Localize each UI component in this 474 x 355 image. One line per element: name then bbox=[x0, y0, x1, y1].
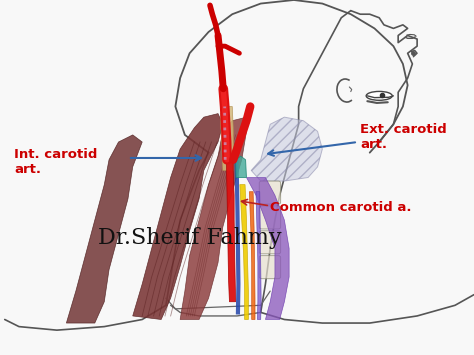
Polygon shape bbox=[180, 117, 246, 320]
Text: Int. carotid
art.: Int. carotid art. bbox=[14, 148, 98, 175]
Polygon shape bbox=[249, 192, 255, 320]
FancyBboxPatch shape bbox=[259, 206, 281, 229]
Polygon shape bbox=[251, 117, 322, 181]
Polygon shape bbox=[256, 192, 261, 320]
Polygon shape bbox=[66, 135, 142, 323]
Polygon shape bbox=[227, 160, 236, 302]
FancyBboxPatch shape bbox=[259, 181, 281, 204]
FancyBboxPatch shape bbox=[259, 231, 281, 254]
FancyBboxPatch shape bbox=[259, 256, 281, 279]
Text: Common carotid a.: Common carotid a. bbox=[270, 201, 412, 214]
Text: Ext. carotid
art.: Ext. carotid art. bbox=[360, 123, 447, 151]
Ellipse shape bbox=[366, 92, 392, 100]
Polygon shape bbox=[133, 114, 223, 320]
Polygon shape bbox=[240, 185, 248, 320]
Text: Dr.Sherif Fahmy: Dr.Sherif Fahmy bbox=[98, 227, 282, 249]
Polygon shape bbox=[220, 106, 234, 170]
Polygon shape bbox=[236, 156, 246, 178]
Polygon shape bbox=[246, 178, 289, 320]
